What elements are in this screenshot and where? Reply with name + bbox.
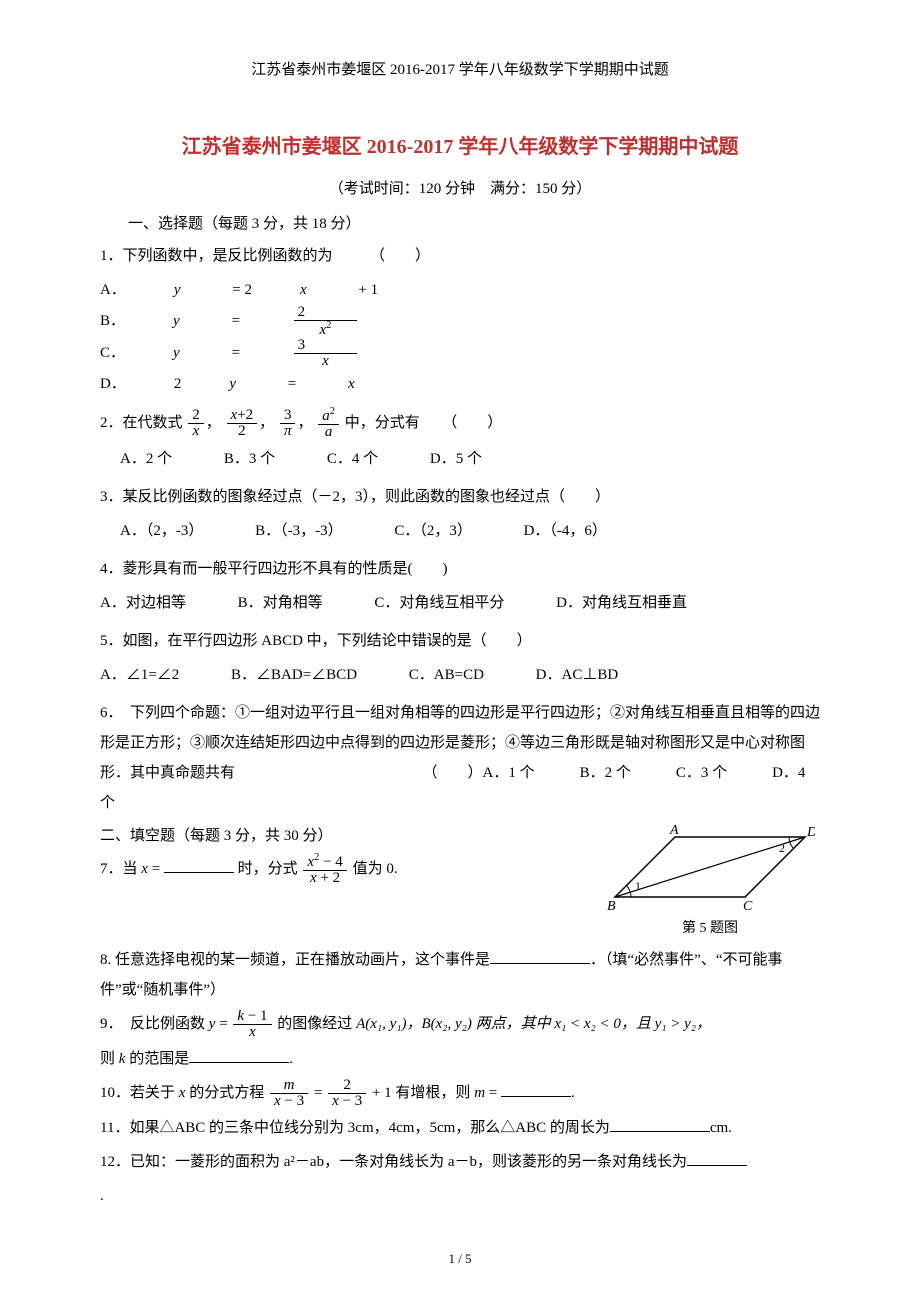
q4-opt-a: A．对边相等 [100,595,186,611]
q3-opt-b: B．（-3，-3） [255,523,343,539]
blank-q7 [164,857,234,873]
question-1-options: A．y = 2x + 1 B．y = 2x2 C．y = 3x D．2y = x [100,275,820,399]
svg-text:1: 1 [635,879,641,893]
q5-opt-d: D．AC⊥BD [536,667,619,683]
blank-q10 [501,1081,571,1097]
q2-opt-c: C．4 个 [327,451,378,467]
q2-opt-d: D．5 个 [430,451,482,467]
exam-subtitle: （考试时间：120 分钟 满分：150 分） [100,177,820,198]
svg-text:D: D [806,825,815,840]
q1-opt-c: C．y = 3x [100,345,453,361]
exam-title: 江苏省泰州市姜堰区 2016-2017 学年八年级数学下学期期中试题 [100,130,820,159]
q2-opt-b: B．3 个 [224,451,275,467]
question-9b: 则 k 的范围是. [100,1044,820,1074]
running-header: 江苏省泰州市姜堰区 2016-2017 学年八年级数学下学期期中试题 [0,58,920,79]
q5-opt-b: B．∠BAD=∠BCD [231,667,357,683]
question-10: 10．若关于 x 的分式方程 mx − 3 = 2x − 3 + 1 有增根，则… [100,1078,820,1109]
question-2: 2．在代数式 2x， x+22， 3π， a2a 中，分式有 （ ） [100,407,820,440]
section-1-heading: 一、选择题（每题 3 分，共 18 分） [128,212,820,233]
question-12: 12．已知：一菱形的面积为 a²－ab，一条对角线长为 a－b，则该菱形的另一条… [100,1147,820,1177]
q4-opt-d: D．对角线互相垂直 [556,595,687,611]
blank-q8 [490,948,590,964]
question-5: 5．如图，在平行四边形 ABCD 中，下列结论中错误的是（ ） [100,626,820,656]
q1-opt-b: B．y = 2x2 [100,313,453,329]
q5-opt-c: C．AB=CD [409,667,484,683]
svg-text:C: C [743,899,753,914]
question-3: 3．某反比例函数的图象经过点（－2，3），则此函数的图象也经过点（ ） [100,482,820,512]
question-5-options: A．∠1=∠2 B．∠BAD=∠BCD C．AB=CD D．AC⊥BD [100,660,820,690]
q5-opt-a: A．∠1=∠2 [100,667,179,683]
question-4: 4．菱形具有而一般平行四边形不具有的性质是( ) [100,554,820,584]
blank-q11 [610,1116,710,1132]
question-3-options: A．（2，-3） B．（-3，-3） C．（2，3） D．（-4，6） [120,516,820,546]
q3-opt-d: D．（-4，6） [524,523,607,539]
question-1: 1．下列函数中，是反比例函数的为 （ ） [100,241,820,271]
q3-opt-a: A．（2，-3） [120,523,203,539]
q2-opt-a: A．2 个 [120,451,172,467]
blank-q12 [687,1150,747,1166]
figure-caption: 第 5 题图 [600,917,820,937]
q3-opt-c: C．（2，3） [394,523,472,539]
question-6: 6． 下列四个命题：①一组对边平行且一组对角相等的四边形是平行四边形；②对角线互… [100,698,820,818]
blank-q9 [189,1047,289,1063]
svg-text:A: A [669,823,679,838]
question-12b: . [100,1181,820,1211]
svg-text:2: 2 [779,841,785,855]
question-2-options: A．2 个 B．3 个 C．4 个 D．5 个 [120,444,820,474]
question-11: 11．如果△ABC 的三条中位线分别为 3cm，4cm，5cm，那么△ABC 的… [100,1113,820,1143]
q1-opt-d: D．2y = x [100,376,403,392]
svg-text:B: B [607,899,616,914]
question-8: 8. 任意选择电视的某一频道，正在播放动画片，这个事件是．（填“必然事件”、“不… [100,945,820,1005]
figure-q5: A D B C 1 2 第 5 题图 [600,822,820,937]
question-9: 9． 反比例函数 y = k − 1x 的图像经过 A(x₁, y₁)，B(x₂… [100,1009,820,1040]
question-4-options: A．对边相等 B．对角相等 C．对角线互相平分 D．对角线互相垂直 [100,588,820,618]
q4-opt-b: B．对角相等 [238,595,323,611]
page-number: 1 / 5 [100,1251,820,1267]
q4-opt-c: C．对角线互相平分 [374,595,504,611]
q1-opt-a: A．y = 2x + 1 [100,282,426,298]
